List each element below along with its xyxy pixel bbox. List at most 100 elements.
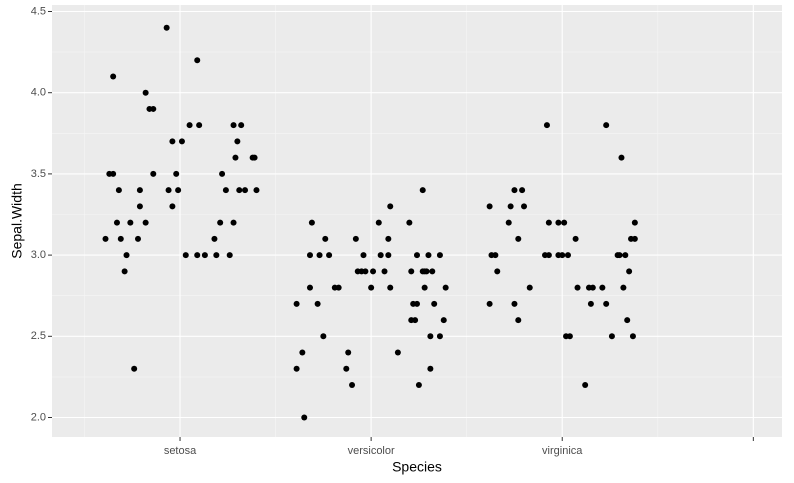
- point: [381, 268, 388, 275]
- point: [545, 219, 552, 226]
- point: [620, 284, 627, 291]
- point: [142, 219, 149, 226]
- point: [486, 300, 493, 307]
- point: [608, 333, 615, 340]
- point: [387, 284, 394, 291]
- point: [308, 219, 315, 226]
- point: [564, 252, 571, 259]
- point: [519, 187, 526, 194]
- point: [150, 105, 157, 112]
- point: [486, 203, 493, 210]
- point: [387, 203, 394, 210]
- point: [543, 122, 550, 129]
- point: [370, 268, 377, 275]
- point: [587, 300, 594, 307]
- point: [316, 252, 323, 259]
- point: [440, 317, 447, 324]
- point: [123, 252, 130, 259]
- point: [226, 252, 233, 259]
- point: [385, 235, 392, 242]
- point: [186, 122, 193, 129]
- x-axis-title: Species: [392, 459, 442, 475]
- point: [406, 219, 413, 226]
- point: [624, 317, 631, 324]
- point: [234, 138, 241, 145]
- point: [631, 235, 638, 242]
- point: [360, 252, 367, 259]
- point: [431, 300, 438, 307]
- point: [515, 235, 522, 242]
- y-tick-label: 2.5: [31, 330, 46, 342]
- point: [173, 170, 180, 177]
- point: [362, 268, 369, 275]
- point: [232, 154, 239, 161]
- point: [194, 252, 201, 259]
- point: [521, 203, 528, 210]
- point: [545, 252, 552, 259]
- point: [419, 187, 426, 194]
- point: [213, 252, 220, 259]
- point: [102, 235, 109, 242]
- point: [238, 122, 245, 129]
- point: [507, 203, 514, 210]
- point: [394, 349, 401, 356]
- point: [626, 268, 633, 275]
- point: [412, 317, 419, 324]
- point: [511, 187, 518, 194]
- point: [293, 300, 300, 307]
- point: [505, 219, 512, 226]
- point: [222, 187, 229, 194]
- point: [131, 365, 138, 372]
- point: [110, 73, 117, 80]
- point: [492, 252, 499, 259]
- point: [196, 122, 203, 129]
- point: [201, 252, 208, 259]
- point: [368, 284, 375, 291]
- point: [589, 284, 596, 291]
- point: [169, 138, 176, 145]
- point: [421, 284, 428, 291]
- point: [306, 284, 313, 291]
- y-tick-label: 3.0: [31, 249, 46, 261]
- point: [349, 382, 356, 389]
- point: [352, 235, 359, 242]
- point: [136, 203, 143, 210]
- x-tick-label: versicolor: [348, 445, 395, 457]
- point: [603, 300, 610, 307]
- point: [217, 219, 224, 226]
- point: [423, 268, 430, 275]
- point: [117, 235, 124, 242]
- point: [377, 252, 384, 259]
- point: [150, 170, 157, 177]
- point: [427, 333, 434, 340]
- point: [306, 252, 313, 259]
- point: [427, 365, 434, 372]
- y-tick-label: 2.0: [31, 411, 46, 423]
- point: [408, 268, 415, 275]
- point: [511, 300, 518, 307]
- point: [163, 24, 170, 31]
- point: [110, 170, 117, 177]
- point: [115, 187, 122, 194]
- point: [603, 122, 610, 129]
- point: [429, 268, 436, 275]
- y-tick-label: 4.5: [31, 5, 46, 17]
- point: [622, 252, 629, 259]
- point: [385, 252, 392, 259]
- x-tick-label: setosa: [164, 445, 197, 457]
- point: [194, 57, 201, 64]
- point: [631, 219, 638, 226]
- point: [335, 284, 342, 291]
- point: [599, 284, 606, 291]
- point: [322, 235, 329, 242]
- point: [345, 349, 352, 356]
- point: [293, 365, 300, 372]
- point: [219, 170, 226, 177]
- point: [230, 122, 237, 129]
- point: [178, 138, 185, 145]
- point: [618, 154, 625, 161]
- point: [526, 284, 533, 291]
- point: [253, 187, 260, 194]
- point: [559, 252, 566, 259]
